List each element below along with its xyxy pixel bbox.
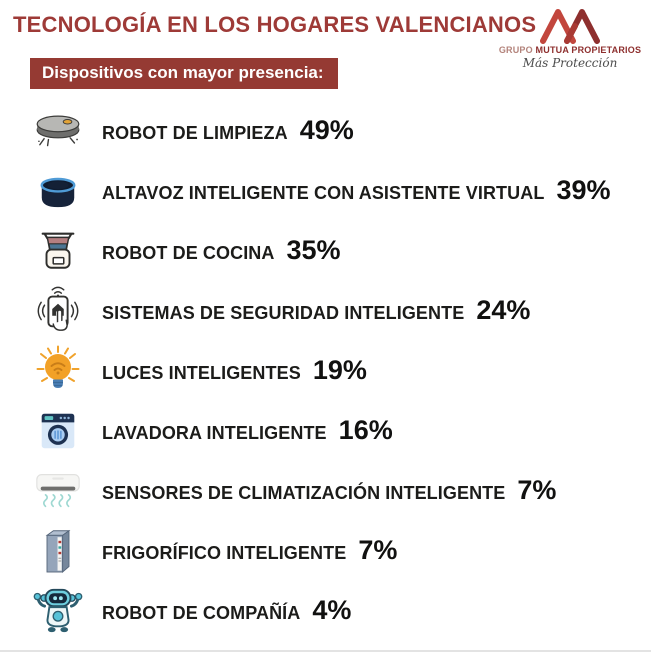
item-label: ALTAVOZ INTELIGENTE CON ASISTENTE VIRTUA…: [102, 182, 545, 203]
bottom-divider: [0, 650, 651, 652]
list-item: LAVADORA INTELIGENTE 16%: [0, 400, 651, 460]
logo-brand-text: MUTUA PROPIETARIOS: [535, 45, 642, 55]
item-value: 35%: [286, 234, 341, 265]
list-item: SENSORES DE CLIMATIZACIÓN INTELIGENTE 7%: [0, 460, 651, 520]
brand-logo: GRUPO MUTUA PROPIETARIOS Más Protección: [497, 4, 643, 70]
logo-tagline: Más Protección: [522, 56, 618, 70]
item-label: ROBOT DE LIMPIEZA: [102, 122, 288, 143]
item-value: 4%: [312, 594, 352, 625]
item-label: LUCES INTELIGENTES: [102, 362, 301, 383]
item-value: 16%: [338, 414, 393, 445]
washing-machine-icon: [41, 413, 75, 449]
item-value: 7%: [358, 534, 398, 565]
list-item: SISTEMAS DE SEGURIDAD INTELIGENTE 24%: [0, 280, 651, 340]
robot-vacuum-icon: [36, 115, 80, 147]
list-item: ROBOT DE COCINA 35%: [0, 220, 651, 280]
item-value: 24%: [476, 294, 531, 325]
smart-speaker-icon: [40, 177, 76, 208]
security-system-icon: [37, 286, 79, 331]
item-label: LAVADORA INTELIGENTE: [102, 422, 327, 443]
item-value: 49%: [299, 114, 354, 145]
fridge-icon: [45, 529, 71, 573]
smart-bulb-icon: [36, 345, 80, 388]
item-value: 39%: [556, 174, 611, 205]
companion-robot-icon: [33, 588, 83, 633]
climate-sensor-icon: [36, 474, 80, 508]
list-item: ROBOT DE COMPAÑÍA 4%: [0, 580, 651, 640]
device-list: ROBOT DE LIMPIEZA 49% ALTAVOZ INTELIGENT…: [0, 100, 651, 640]
list-item: ROBOT DE LIMPIEZA 49%: [0, 100, 651, 160]
item-label: ROBOT DE COCINA: [102, 242, 275, 263]
item-value: 19%: [312, 354, 367, 385]
logo-wordmark: GRUPO MUTUA PROPIETARIOS: [497, 45, 643, 55]
page-title: TECNOLOGÍA EN LOS HOGARES VALENCIANOS: [13, 12, 537, 37]
subtitle-badge: Dispositivos con mayor presencia:: [30, 58, 338, 89]
item-value: 7%: [517, 474, 557, 505]
item-label: FRIGORÍFICO INTELIGENTE: [102, 542, 347, 563]
kitchen-robot-icon: [41, 232, 75, 269]
item-label: SISTEMAS DE SEGURIDAD INTELIGENTE: [102, 302, 465, 323]
list-item: ALTAVOZ INTELIGENTE CON ASISTENTE VIRTUA…: [0, 160, 651, 220]
item-label: ROBOT DE COMPAÑÍA: [102, 602, 301, 623]
item-label: SENSORES DE CLIMATIZACIÓN INTELIGENTE: [102, 482, 506, 503]
mutua-propietarios-logo-icon: [540, 9, 600, 44]
logo-group-text: GRUPO: [498, 45, 533, 55]
list-item: LUCES INTELIGENTES 19%: [0, 340, 651, 400]
list-item: FRIGORÍFICO INTELIGENTE 7%: [0, 520, 651, 580]
